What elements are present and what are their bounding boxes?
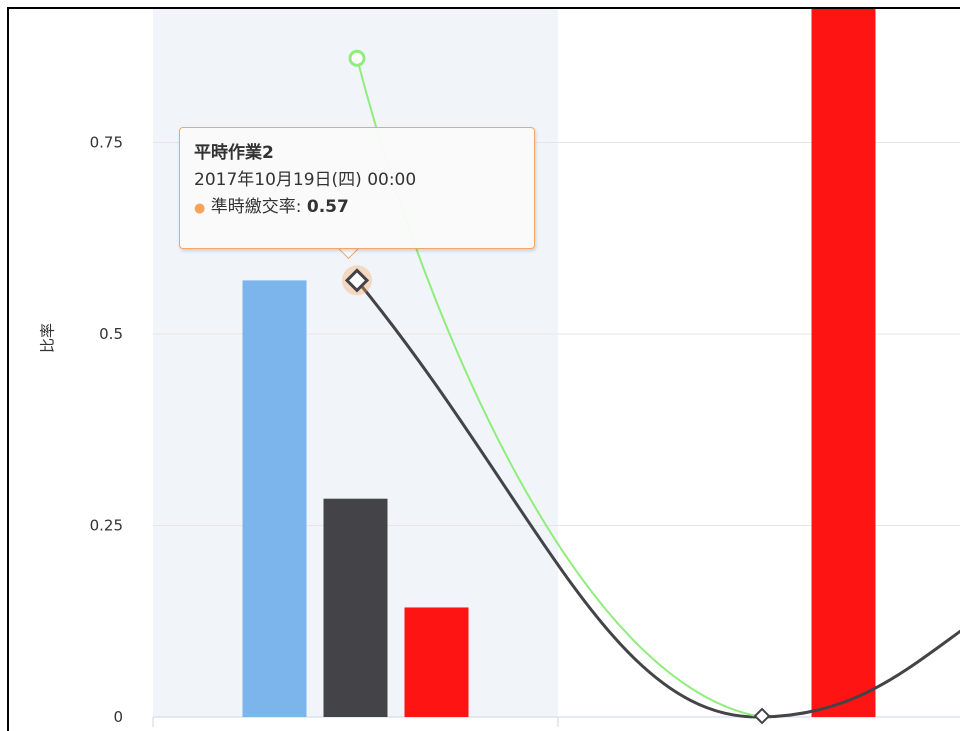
bar-s0-c0: [242, 280, 307, 717]
bar-s2-c1: [811, 9, 876, 717]
y-axis-title: 比率: [39, 323, 57, 353]
markers: [342, 49, 771, 725]
marker-circle-s1-c0: [348, 49, 366, 67]
y-tick-label-3: 0.75: [90, 134, 123, 152]
tooltip-value: 0.57: [306, 197, 349, 217]
y-tick-label-2: 0.5: [99, 325, 123, 343]
tooltip-date: 2017年10月19日(四) 00:00: [194, 170, 417, 190]
marker-diamond-s0-c0: [344, 268, 370, 293]
y-tick-label-0: 0: [113, 708, 123, 726]
tooltip-series-dot-icon: ●: [194, 201, 206, 216]
tooltip-series-row: ● 準時繳交率: 0.57: [194, 194, 522, 222]
y-axis-ticks: 0 0.25 0.5 0.75: [90, 134, 123, 727]
tooltip: 平時作業2 2017年10月19日(四) 00:00 ● 準時繳交率: 0.57: [179, 127, 535, 249]
tooltip-series-label: 準時繳交率: [210, 197, 296, 217]
tooltip-separator: :: [295, 197, 302, 217]
marker-diamond-s0-c1: [753, 707, 771, 725]
bar-s2-c0: [404, 607, 469, 717]
tooltip-title: 平時作業2: [194, 143, 274, 163]
bar-s1-c0: [323, 498, 388, 717]
line-series-0: [355, 278, 960, 719]
bars: [242, 9, 876, 717]
y-tick-label-1: 0.25: [90, 517, 123, 535]
